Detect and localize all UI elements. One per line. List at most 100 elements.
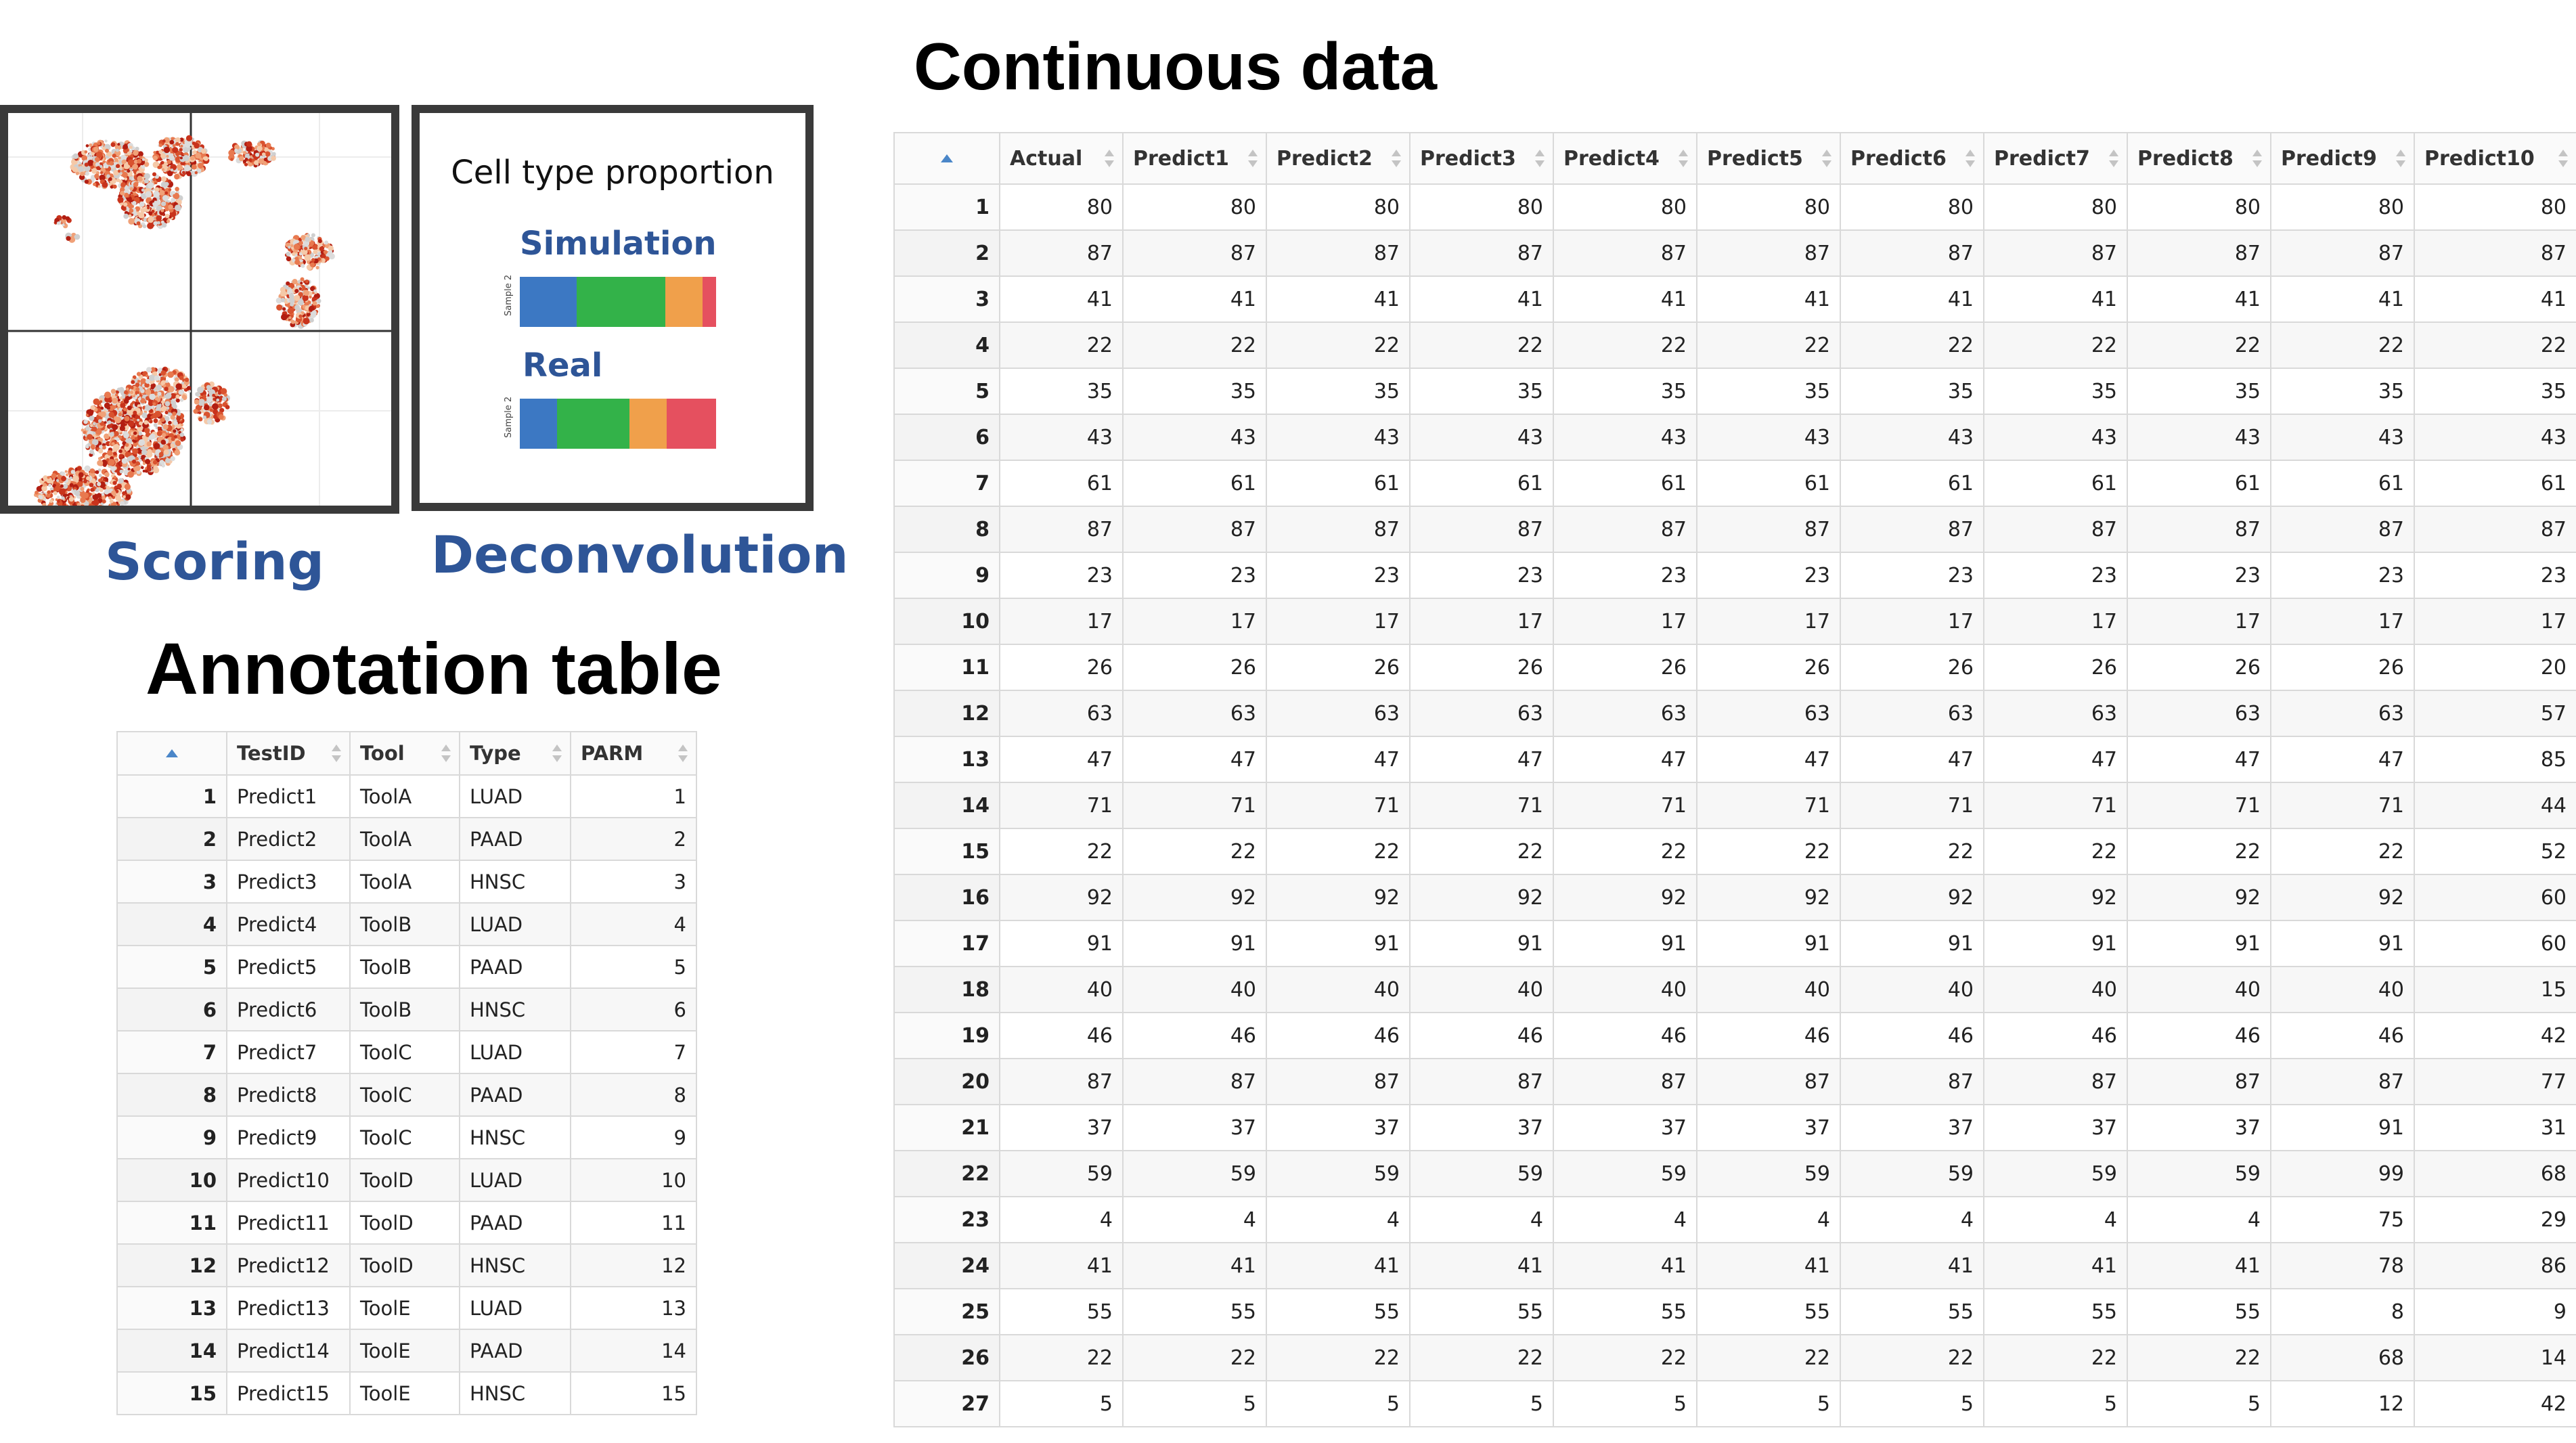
- row-number: 13: [116, 1286, 227, 1330]
- table-cell: 87: [2127, 1058, 2271, 1105]
- table-cell: Predict13: [226, 1286, 351, 1330]
- sort-icon: [2109, 150, 2118, 167]
- table-row: 14 Predict14 ToolE PAAD 14: [116, 1329, 697, 1373]
- table-cell: 46: [1409, 1012, 1554, 1059]
- table-cell: 40: [1983, 966, 2128, 1013]
- table-row: 9 Predict9 ToolC HNSC 9: [116, 1115, 697, 1159]
- table-cell: 59: [1553, 1150, 1697, 1197]
- table-cell: 87: [1553, 1058, 1697, 1105]
- table-cell: 35: [999, 368, 1124, 415]
- table-cell: HNSC: [459, 1115, 571, 1159]
- table-cell: Predict1: [226, 774, 351, 818]
- table-cell: 87: [2270, 229, 2415, 277]
- sort-icon: [552, 745, 562, 762]
- row-number: 16: [893, 874, 1000, 921]
- table-cell: ToolA: [349, 774, 460, 818]
- column-header-label: Actual: [1010, 146, 1083, 171]
- table-cell: 37: [2127, 1104, 2271, 1151]
- table-cell: 87: [2127, 229, 2271, 277]
- table-row: 3 Predict3 ToolA HNSC 3: [116, 860, 697, 904]
- annotation-rownum-header[interactable]: [116, 731, 227, 776]
- column-header-label: Predict5: [1707, 146, 1803, 171]
- table-cell: LUAD: [459, 1030, 571, 1074]
- table-cell: 91: [1840, 920, 1984, 967]
- table-cell: 41: [1840, 1242, 1984, 1289]
- table-cell: 92: [1696, 874, 1841, 921]
- sort-icon: [678, 745, 688, 762]
- column-header-label: Predict4: [1563, 146, 1660, 171]
- table-cell: 22: [1409, 321, 1554, 369]
- continuous-column-header[interactable]: Predict5: [1696, 132, 1841, 185]
- table-cell: 63: [1122, 690, 1267, 737]
- table-cell: 23: [1122, 552, 1267, 599]
- table-cell: 77: [2414, 1058, 2576, 1105]
- continuous-column-header[interactable]: Predict10: [2414, 132, 2576, 185]
- table-cell: 92: [1553, 874, 1697, 921]
- row-number: 23: [893, 1196, 1000, 1243]
- annotation-column-header[interactable]: Type: [459, 731, 571, 776]
- annotation-column-header[interactable]: TestID: [226, 731, 351, 776]
- deconvolution-label: Deconvolution: [431, 525, 849, 585]
- table-row: 23 4 4 4 4 4 4 4 4 4 75 29: [893, 1196, 2576, 1243]
- continuous-column-header[interactable]: Predict3: [1409, 132, 1554, 185]
- table-cell: 22: [2127, 828, 2271, 875]
- table-cell: 87: [1553, 506, 1697, 553]
- row-number: 3: [893, 275, 1000, 323]
- continuous-column-header[interactable]: Predict7: [1983, 132, 2128, 185]
- annotation-column-header[interactable]: Tool: [349, 731, 460, 776]
- table-row: 9 23 23 23 23 23 23 23 23 23 23 23: [893, 552, 2576, 599]
- table-cell: 4: [1983, 1196, 2128, 1243]
- continuous-rownum-header[interactable]: [893, 132, 1000, 185]
- table-cell: 80: [2127, 183, 2271, 231]
- table-cell: 87: [1266, 1058, 1411, 1105]
- continuous-column-header[interactable]: Predict4: [1553, 132, 1697, 185]
- table-cell: 41: [1983, 1242, 2128, 1289]
- row-number: 14: [893, 782, 1000, 829]
- sort-icon: [1392, 150, 1401, 167]
- table-cell: ToolA: [349, 860, 460, 904]
- deconvolution-panel: Cell type proportion Simulation Sample 2…: [412, 105, 814, 511]
- table-cell: 35: [1122, 368, 1267, 415]
- continuous-column-header[interactable]: Predict8: [2127, 132, 2271, 185]
- table-cell: 46: [1840, 1012, 1984, 1059]
- table-cell: 40: [2127, 966, 2271, 1013]
- table-cell: 71: [1409, 782, 1554, 829]
- column-header-label: Type: [470, 742, 521, 765]
- table-cell: 17: [1696, 598, 1841, 645]
- table-row: 8 87 87 87 87 87 87 87 87 87 87 87: [893, 506, 2576, 553]
- continuous-column-header[interactable]: Predict9: [2270, 132, 2415, 185]
- simulation-sample-axis-label: Sample 2: [504, 274, 514, 316]
- table-row: 13 Predict13 ToolE LUAD 13: [116, 1286, 697, 1330]
- table-cell: 23: [999, 552, 1124, 599]
- table-cell: 23: [2127, 552, 2271, 599]
- table-cell: 4: [1553, 1196, 1697, 1243]
- column-header-label: Predict7: [1994, 146, 2090, 171]
- table-row: 25 55 55 55 55 55 55 55 55 55 8 9: [893, 1288, 2576, 1335]
- continuous-column-header[interactable]: Predict2: [1266, 132, 1411, 185]
- table-cell: 17: [999, 598, 1124, 645]
- table-cell: 5: [999, 1380, 1124, 1427]
- table-cell: 61: [2270, 460, 2415, 507]
- table-cell: 26: [1553, 644, 1697, 691]
- table-row: 22 59 59 59 59 59 59 59 59 59 99 68: [893, 1150, 2576, 1197]
- table-cell: 22: [2127, 321, 2271, 369]
- table-cell: 14: [570, 1329, 697, 1373]
- table-cell: 87: [1266, 229, 1411, 277]
- table-cell: 91: [1696, 920, 1841, 967]
- table-cell: 23: [1840, 552, 1984, 599]
- table-cell: 46: [1122, 1012, 1267, 1059]
- table-cell: 59: [1840, 1150, 1984, 1197]
- table-cell: 52: [2414, 828, 2576, 875]
- table-cell: 46: [1696, 1012, 1841, 1059]
- row-number: 2: [116, 817, 227, 861]
- table-cell: 9: [2414, 1288, 2576, 1335]
- table-cell: 22: [999, 828, 1124, 875]
- continuous-column-header[interactable]: Predict6: [1840, 132, 1984, 185]
- table-cell: 5: [1840, 1380, 1984, 1427]
- annotation-column-header[interactable]: PARM: [570, 731, 697, 776]
- sort-icon: [2396, 150, 2405, 167]
- continuous-column-header[interactable]: Predict1: [1122, 132, 1267, 185]
- table-cell: 42: [2414, 1380, 2576, 1427]
- continuous-column-header[interactable]: Actual: [999, 132, 1124, 185]
- table-cell: Predict11: [226, 1201, 351, 1245]
